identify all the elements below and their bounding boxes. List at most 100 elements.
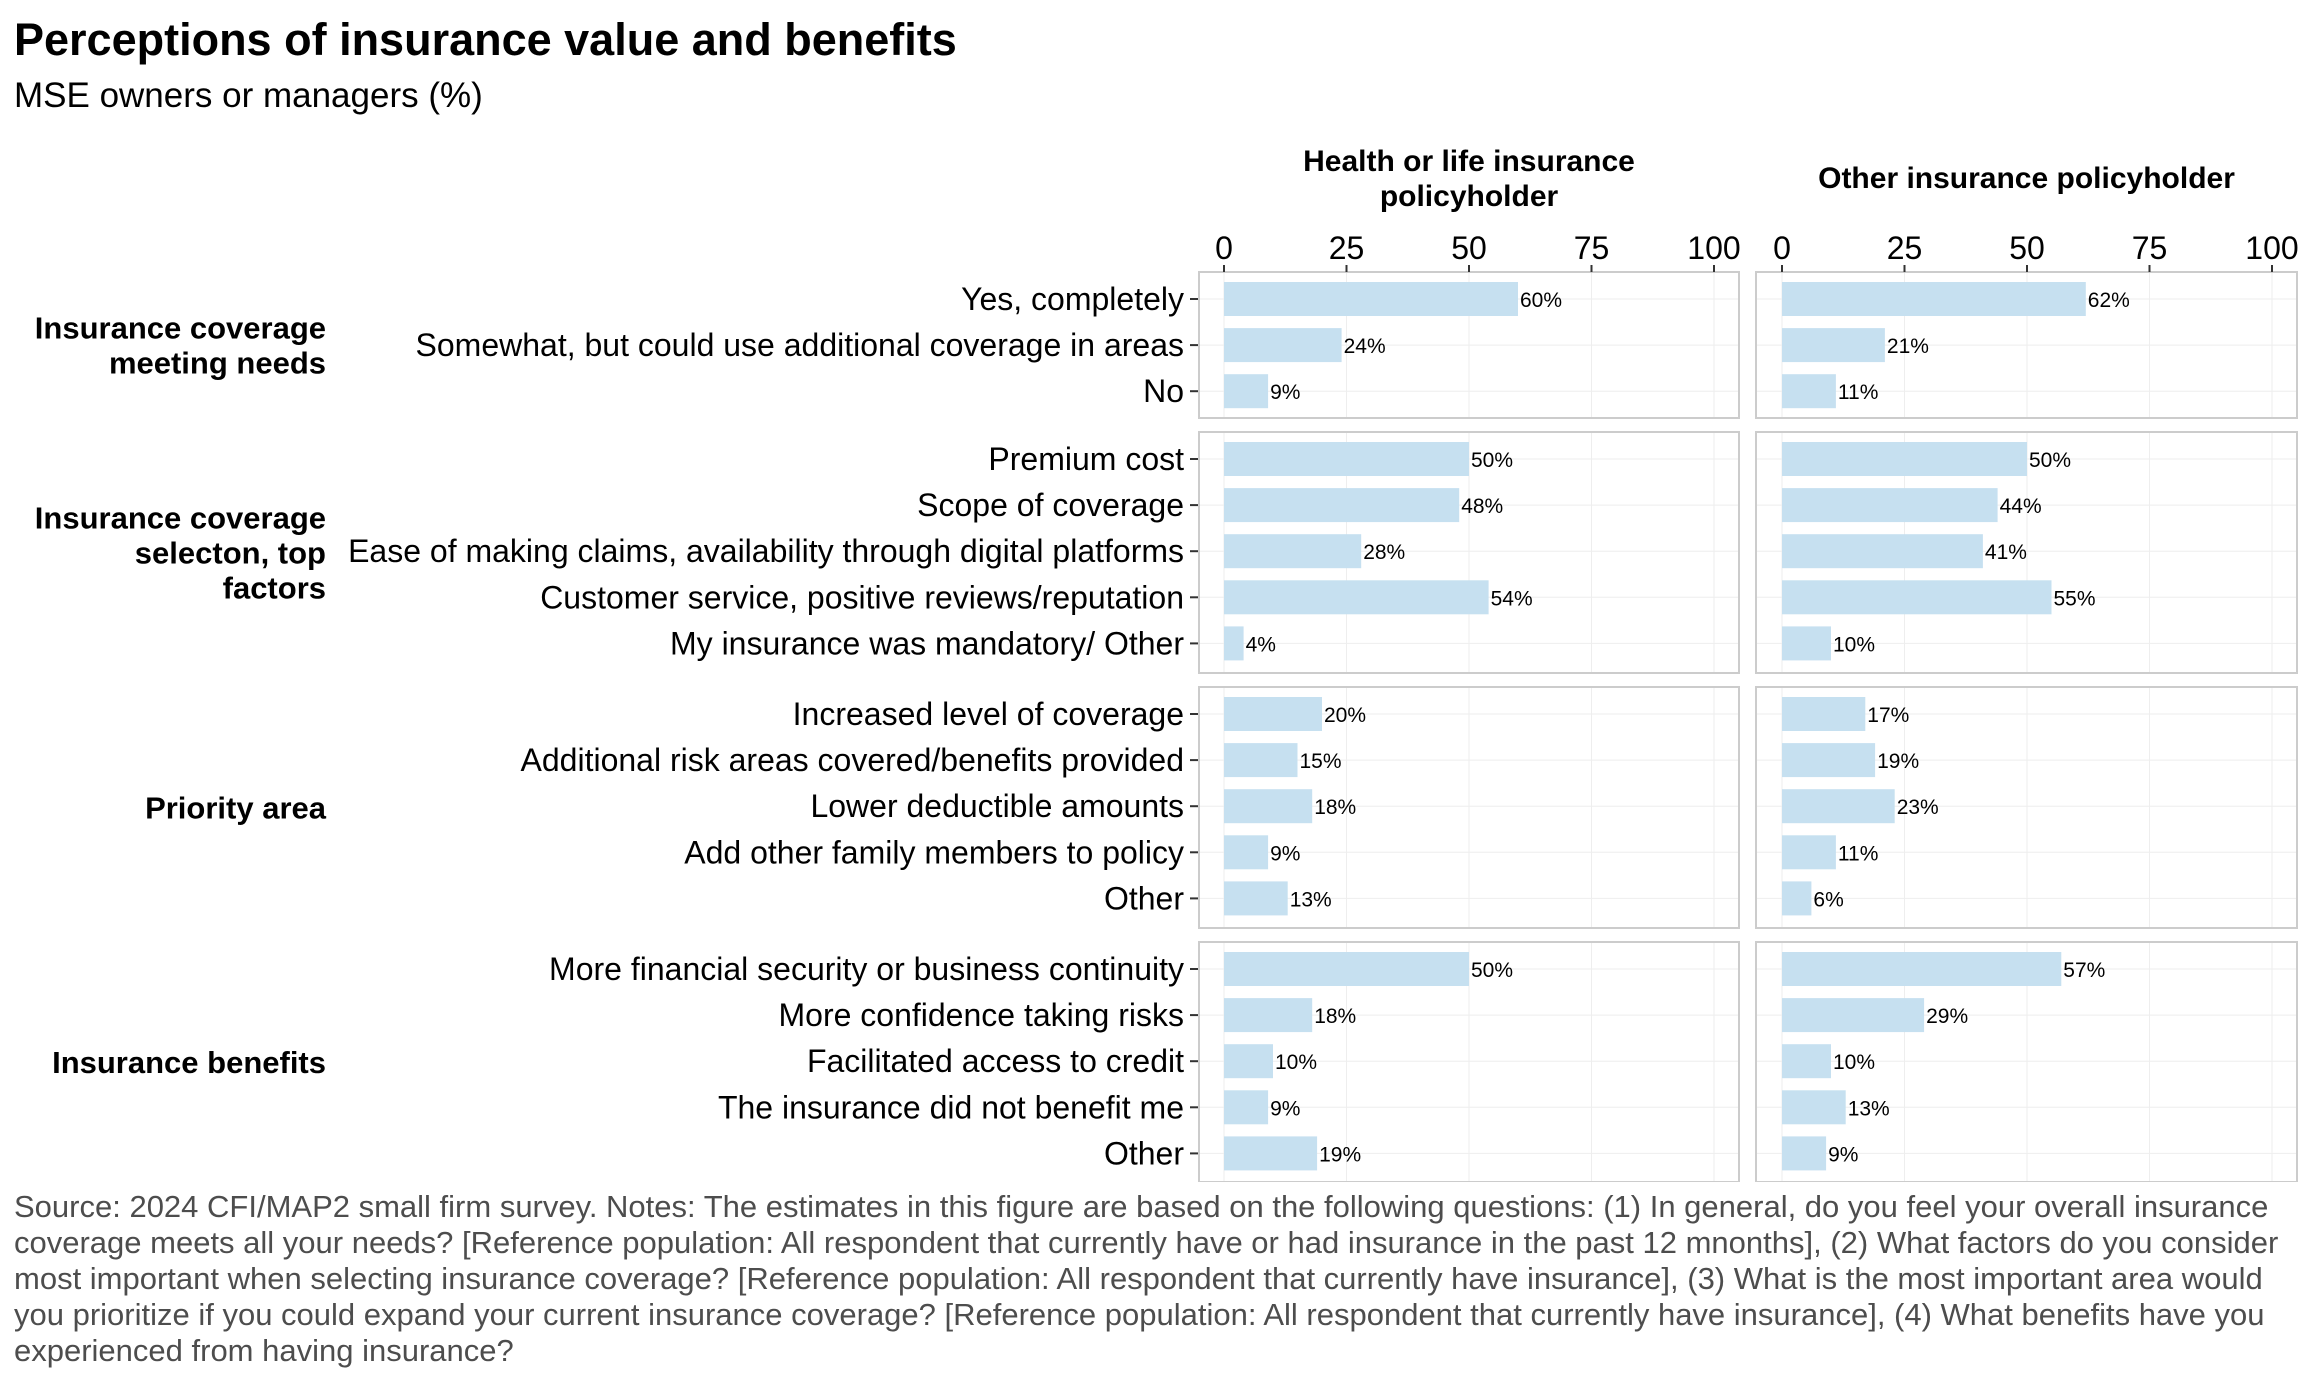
bar	[1224, 534, 1362, 569]
data-label: 50%	[2029, 449, 2071, 472]
data-label: 10%	[1833, 633, 1875, 656]
category-label: Increased level of coverage	[793, 696, 1184, 732]
bar	[1224, 1090, 1269, 1125]
category-label: Customer service, positive reviews/reput…	[540, 579, 1184, 615]
data-label: 23%	[1897, 796, 1939, 819]
bar	[1224, 374, 1269, 409]
group-label: Priority area	[145, 791, 327, 826]
data-label: 41%	[1985, 541, 2027, 564]
data-label: 9%	[1270, 1097, 1300, 1120]
data-label: 55%	[2054, 587, 2096, 610]
data-label: 50%	[1471, 449, 1513, 472]
data-label: 4%	[1246, 633, 1276, 656]
category-label: Ease of making claims, availability thro…	[348, 533, 1184, 569]
bar	[1224, 998, 1313, 1033]
category-label: Yes, completely	[961, 281, 1184, 317]
chart-title: Perceptions of insurance value and benef…	[14, 14, 957, 65]
data-label: 9%	[1270, 381, 1300, 404]
data-label: 57%	[2063, 959, 2105, 982]
bar	[1782, 374, 1836, 409]
facet-title-2: Other insurance policyholder	[1818, 162, 2235, 195]
data-label: 62%	[2088, 289, 2130, 312]
category-label: Scope of coverage	[917, 487, 1184, 523]
bar	[1224, 328, 1342, 363]
data-label: 60%	[1520, 289, 1562, 312]
chart-subtitle: MSE owners or managers (%)	[14, 76, 483, 115]
data-label: 10%	[1833, 1051, 1875, 1074]
x-tick-label: 25	[1329, 230, 1365, 266]
bar	[1782, 442, 2027, 476]
bar	[1224, 789, 1313, 824]
bar	[1782, 835, 1836, 870]
x-tick-label: 50	[1451, 230, 1487, 266]
data-label: 9%	[1828, 1143, 1858, 1166]
bar	[1224, 835, 1269, 870]
data-label: 24%	[1344, 335, 1386, 358]
bar	[1224, 881, 1288, 916]
bar	[1782, 881, 1812, 916]
data-label: 9%	[1270, 842, 1300, 865]
data-label: 50%	[1471, 959, 1513, 982]
category-label: Additional risk areas covered/benefits p…	[521, 742, 1184, 778]
faceted-bar-chart: Health or life insurance policyholder Othe…	[35, 145, 2299, 1182]
bar	[1782, 998, 1925, 1033]
category-label: Premium cost	[988, 441, 1184, 477]
bar	[1224, 697, 1322, 731]
group-label: Insurance benefits	[52, 1045, 326, 1080]
x-tick-label: 100	[1687, 230, 1740, 266]
bar	[1782, 534, 1983, 569]
category-label: Add other family members to policy	[684, 834, 1184, 870]
bar	[1782, 1044, 1831, 1079]
bar	[1782, 952, 2062, 986]
x-tick-label: 75	[2132, 230, 2168, 266]
data-label: 19%	[1877, 750, 1919, 773]
data-label: 13%	[1848, 1097, 1890, 1120]
x-tick-label: 100	[2245, 230, 2298, 266]
bar	[1782, 1136, 1827, 1171]
x-tick-label: 25	[1887, 230, 1923, 266]
category-label: More financial security or business cont…	[549, 951, 1184, 987]
bar	[1224, 1044, 1273, 1079]
category-label: My insurance was mandatory/ Other	[670, 625, 1184, 661]
data-label: 48%	[1461, 495, 1503, 518]
category-label: No	[1143, 373, 1184, 409]
bar	[1224, 743, 1298, 778]
data-label: 29%	[1926, 1005, 1968, 1028]
source-notes: Source: 2024 CFI/MAP2 small firm survey.…	[14, 1189, 2279, 1368]
bar	[1224, 488, 1460, 523]
data-label: 15%	[1300, 750, 1342, 773]
data-label: 54%	[1491, 587, 1533, 610]
data-label: 18%	[1314, 1005, 1356, 1028]
bar	[1782, 697, 1866, 731]
category-label: Facilitated access to credit	[807, 1043, 1184, 1079]
category-label: The insurance did not benefit me	[718, 1089, 1184, 1125]
data-label: 21%	[1887, 335, 1929, 358]
bar	[1224, 626, 1244, 661]
x-tick-label: 0	[1215, 230, 1233, 266]
data-label: 10%	[1275, 1051, 1317, 1074]
bar	[1224, 952, 1469, 986]
bar	[1224, 580, 1489, 615]
data-label: 17%	[1867, 704, 1909, 727]
data-label: 13%	[1290, 888, 1332, 911]
category-label: Lower deductible amounts	[810, 788, 1184, 824]
category-label: Somewhat, but could use additional cover…	[416, 327, 1184, 363]
facet-title-1: Health or life insurance policyholder	[1303, 145, 1635, 213]
bar	[1782, 328, 1885, 363]
data-label: 44%	[2000, 495, 2042, 518]
data-label: 28%	[1363, 541, 1405, 564]
category-label: Other	[1104, 880, 1184, 916]
bar	[1782, 282, 2086, 316]
data-label: 6%	[1813, 888, 1843, 911]
data-label: 11%	[1838, 381, 1878, 404]
category-label: Other	[1104, 1135, 1184, 1171]
x-tick-label: 0	[1773, 230, 1791, 266]
group-label: Insurance coverage meeting needs	[35, 311, 326, 381]
bar	[1224, 282, 1518, 316]
bar	[1224, 1136, 1318, 1171]
bar	[1224, 442, 1469, 476]
bar	[1782, 626, 1831, 661]
x-tick-label: 50	[2009, 230, 2045, 266]
bar	[1782, 580, 2052, 615]
data-label: 19%	[1319, 1143, 1361, 1166]
